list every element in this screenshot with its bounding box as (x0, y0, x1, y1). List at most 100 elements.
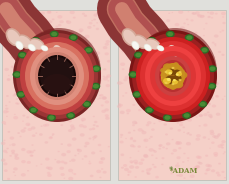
Ellipse shape (132, 160, 138, 163)
Ellipse shape (199, 15, 204, 18)
Ellipse shape (103, 68, 106, 70)
Ellipse shape (22, 121, 24, 122)
Ellipse shape (107, 80, 109, 82)
Ellipse shape (184, 61, 189, 65)
Ellipse shape (84, 57, 87, 60)
Ellipse shape (148, 148, 153, 152)
Ellipse shape (134, 63, 136, 64)
Ellipse shape (7, 178, 10, 180)
Ellipse shape (129, 29, 132, 31)
Ellipse shape (26, 116, 29, 118)
Ellipse shape (116, 81, 122, 85)
Ellipse shape (134, 166, 139, 169)
Ellipse shape (60, 173, 65, 176)
Ellipse shape (169, 82, 176, 90)
Ellipse shape (211, 135, 215, 138)
Ellipse shape (11, 14, 15, 17)
Ellipse shape (141, 130, 143, 132)
Ellipse shape (160, 66, 164, 68)
Ellipse shape (52, 18, 54, 20)
Ellipse shape (159, 52, 162, 54)
Ellipse shape (183, 50, 187, 53)
Ellipse shape (28, 107, 33, 110)
Ellipse shape (120, 167, 123, 169)
Ellipse shape (20, 77, 25, 81)
Ellipse shape (143, 44, 151, 51)
Ellipse shape (155, 90, 159, 93)
Ellipse shape (192, 68, 195, 70)
Ellipse shape (7, 30, 20, 45)
Ellipse shape (132, 34, 148, 49)
Ellipse shape (70, 126, 75, 130)
Ellipse shape (66, 43, 68, 45)
Ellipse shape (79, 110, 83, 113)
Ellipse shape (82, 101, 91, 108)
Ellipse shape (137, 145, 140, 148)
Ellipse shape (198, 125, 200, 127)
Ellipse shape (143, 37, 146, 38)
Ellipse shape (208, 84, 214, 88)
Ellipse shape (135, 53, 141, 57)
Ellipse shape (61, 82, 65, 85)
Ellipse shape (44, 141, 48, 144)
Ellipse shape (120, 153, 124, 156)
Ellipse shape (101, 110, 106, 113)
Ellipse shape (173, 38, 176, 40)
Ellipse shape (132, 146, 135, 148)
Ellipse shape (177, 129, 180, 132)
Ellipse shape (156, 45, 164, 51)
Ellipse shape (17, 28, 101, 116)
Ellipse shape (102, 96, 106, 100)
Ellipse shape (136, 75, 138, 77)
Ellipse shape (135, 44, 138, 46)
Ellipse shape (8, 131, 10, 133)
Ellipse shape (198, 162, 202, 165)
Ellipse shape (181, 112, 190, 119)
Ellipse shape (152, 150, 155, 151)
Ellipse shape (21, 148, 25, 151)
Ellipse shape (69, 10, 74, 14)
Ellipse shape (51, 90, 53, 92)
Ellipse shape (65, 20, 68, 22)
Ellipse shape (31, 29, 33, 31)
Ellipse shape (61, 82, 64, 84)
Ellipse shape (103, 77, 107, 81)
Ellipse shape (204, 164, 209, 167)
Ellipse shape (30, 108, 36, 112)
Ellipse shape (47, 20, 52, 23)
Ellipse shape (195, 166, 198, 168)
Ellipse shape (125, 109, 130, 112)
Ellipse shape (106, 74, 111, 78)
Ellipse shape (206, 12, 208, 13)
Ellipse shape (152, 75, 156, 78)
Ellipse shape (69, 160, 71, 162)
Ellipse shape (165, 19, 169, 22)
Ellipse shape (29, 151, 34, 154)
Ellipse shape (170, 71, 173, 73)
Ellipse shape (82, 125, 87, 128)
Ellipse shape (195, 40, 199, 43)
Ellipse shape (5, 105, 7, 107)
Ellipse shape (168, 82, 170, 84)
Ellipse shape (80, 44, 82, 45)
Ellipse shape (47, 174, 52, 177)
Ellipse shape (203, 53, 206, 55)
Ellipse shape (7, 78, 10, 80)
Ellipse shape (44, 80, 46, 82)
Ellipse shape (170, 153, 173, 155)
Ellipse shape (166, 78, 170, 81)
Ellipse shape (182, 126, 184, 128)
Ellipse shape (196, 161, 200, 164)
Ellipse shape (100, 104, 103, 107)
Ellipse shape (53, 45, 62, 58)
Ellipse shape (63, 162, 67, 164)
Ellipse shape (195, 171, 196, 172)
Ellipse shape (176, 156, 180, 159)
Ellipse shape (122, 95, 124, 97)
Ellipse shape (72, 58, 76, 61)
Ellipse shape (64, 69, 65, 70)
Ellipse shape (52, 101, 55, 103)
Ellipse shape (194, 165, 199, 168)
Ellipse shape (208, 148, 210, 149)
Ellipse shape (38, 45, 43, 48)
